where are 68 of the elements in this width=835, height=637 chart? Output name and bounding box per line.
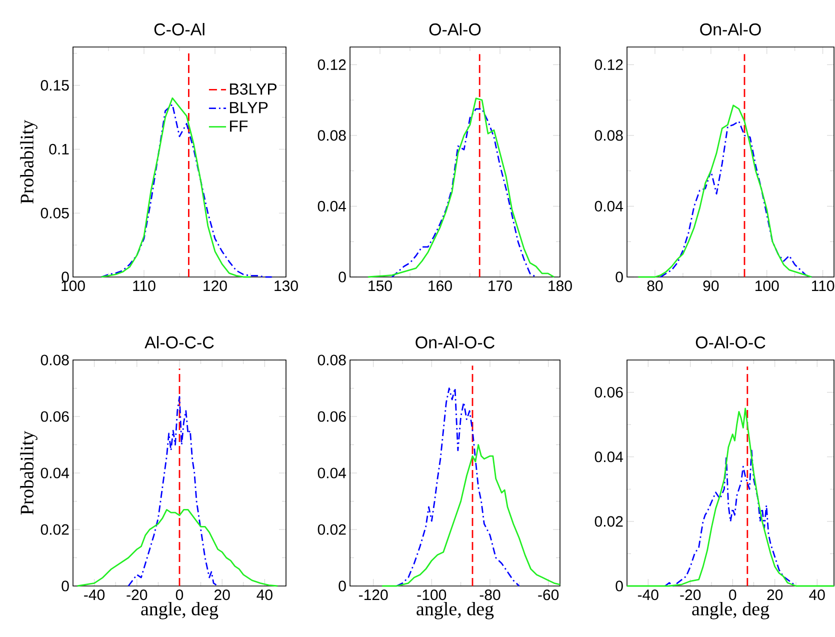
y-tick-label: 0: [338, 272, 346, 282]
y-tick-label: 0.06: [318, 411, 346, 422]
x-tick-label: 170: [488, 280, 512, 292]
y-tick-label: 0.02: [318, 524, 346, 535]
y-tick-label: 0.12: [594, 59, 623, 70]
y-tick-label: 0.02: [40, 524, 69, 535]
x-tick-label: 40: [809, 590, 825, 600]
x-tick-label: 130: [274, 280, 298, 292]
y-tick-label: 0.12: [318, 59, 346, 70]
x-tick-label: 0: [729, 590, 736, 600]
x-tick-label: -20: [680, 590, 701, 600]
legend-label: BLYP: [230, 102, 268, 114]
x-tick-label: -40: [638, 590, 658, 600]
chart-title: On-Al-O: [700, 22, 761, 36]
x-axis-title: angle, deg: [416, 602, 494, 620]
x-tick-label: -20: [126, 590, 148, 600]
chart-title: C-O-Al: [154, 22, 204, 36]
x-tick-label: 40: [256, 590, 272, 600]
line-series: [391, 108, 537, 278]
x-tick-label: -80: [480, 590, 500, 600]
y-tick-label: 0.1: [49, 144, 69, 155]
x-tick-label: -100: [417, 590, 446, 600]
x-tick-label: 20: [767, 590, 783, 600]
y-tick-label: 0: [62, 580, 69, 592]
y-tick-label: 0.04: [318, 468, 346, 478]
x-axis-title: angle, deg: [692, 602, 770, 620]
y-tick-label: 0: [616, 580, 623, 592]
x-tick-label: 90: [703, 280, 719, 292]
y-tick-label: 0.06: [594, 386, 623, 398]
x-tick-label: 180: [548, 280, 572, 292]
x-tick-label: -60: [538, 590, 559, 600]
x-tick-label: 120: [204, 280, 227, 292]
x-tick-label: 160: [428, 280, 452, 292]
y-tick-label: 0.06: [40, 411, 69, 422]
legend-label: B3LYP: [230, 83, 277, 95]
x-tick-label: 110: [812, 280, 834, 292]
y-tick-label: 0.08: [40, 354, 69, 366]
y-tick-label: 0.04: [318, 200, 346, 212]
x-axis-title: angle, deg: [141, 602, 218, 620]
line-series: [128, 396, 219, 587]
y-tick-label: 0.05: [40, 208, 69, 218]
y-tick-label: 0.15: [40, 80, 69, 91]
y-tick-label: 0.04: [40, 468, 70, 478]
x-tick-label: 100: [62, 280, 85, 292]
y-tick-label: 0: [338, 580, 346, 592]
x-tick-label: 100: [756, 280, 779, 292]
chart-title: On-Al-O-C: [416, 336, 494, 348]
x-tick-label: 20: [214, 590, 230, 600]
y-axis-title: Probability: [20, 120, 38, 204]
y-tick-label: 0.08: [318, 354, 346, 366]
x-tick-label: -120: [358, 590, 388, 600]
x-tick-label: -40: [84, 590, 105, 600]
legend-label: FF: [230, 120, 248, 132]
y-tick-label: 0.08: [318, 130, 346, 141]
y-tick-label: 0.08: [594, 130, 623, 141]
chart-title: Al-O-C-C: [144, 336, 214, 348]
x-tick-label: 80: [647, 280, 663, 292]
x-tick-label: 150: [368, 280, 392, 292]
y-tick-label: 0.02: [594, 516, 623, 527]
chart-title: O-Al-O: [429, 22, 481, 36]
y-tick-label: 0.04: [594, 200, 624, 212]
y-tick-label: 0.04: [594, 452, 624, 462]
line-series: [381, 444, 561, 587]
x-tick-label: 0: [176, 590, 184, 600]
y-axis-title: Probability: [20, 430, 38, 515]
x-tick-label: 110: [133, 280, 156, 292]
y-tick-label: 0: [616, 272, 623, 282]
chart-title: O-Al-O-C: [696, 336, 766, 348]
